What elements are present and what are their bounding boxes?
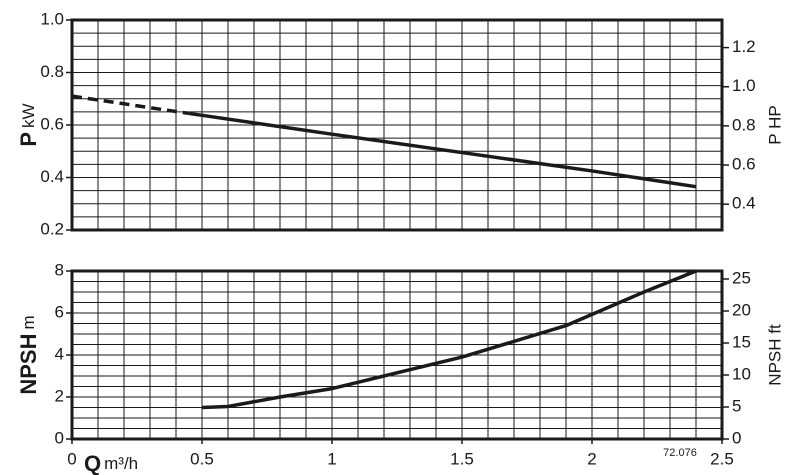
y-tick-label: 1.0: [40, 9, 64, 28]
y-axis-symbol: NPSH: [16, 334, 41, 395]
y-tick-label: 6: [55, 302, 64, 321]
y2-tick-label: 0.4: [732, 194, 756, 213]
y-axis-unit: m: [19, 315, 38, 329]
y-tick-label: 0.4: [40, 167, 64, 186]
annotation: 72.076: [663, 447, 697, 459]
y2-tick-label: 25: [732, 268, 751, 287]
y2-tick-label: 0: [732, 428, 741, 447]
y2-tick-label: 1.2: [732, 37, 756, 56]
y2-axis-label: P HP: [765, 105, 784, 144]
y2-tick-label: 1.0: [732, 76, 756, 95]
y-axis-label: PkW: [16, 103, 41, 146]
x-axis-unit: m³/h: [104, 454, 138, 473]
data-line: [188, 111, 697, 189]
x-tick-label: 0.5: [190, 449, 214, 468]
data-line: [201, 269, 697, 410]
y-tick-label: 0: [55, 428, 64, 447]
y2-tick-label: 5: [732, 396, 741, 415]
y2-axis-label: NPSH ft: [765, 324, 784, 386]
y-axis-label: NPSH m: [16, 315, 41, 394]
y-tick-label: 2: [55, 386, 64, 405]
x-tick-label: 2: [587, 449, 596, 468]
y-axis-symbol: P: [16, 132, 41, 147]
y2-tick-label: 15: [732, 332, 751, 351]
x-tick-label: 2.5: [710, 449, 734, 468]
y2-tick-label: 20: [732, 300, 751, 319]
y-tick-label: 0.6: [40, 114, 64, 133]
y2-tick-label: 0.6: [732, 155, 756, 174]
y2-tick-label: 0.8: [732, 115, 756, 134]
y2-tick-label: 10: [732, 364, 751, 383]
x-tick-label: 1.5: [450, 449, 474, 468]
y-tick-label: 0.8: [40, 62, 64, 81]
y-tick-label: 0.2: [40, 219, 64, 238]
y-tick-label: 8: [55, 260, 64, 279]
x-axis-symbol: Q: [84, 451, 101, 475]
x-tick-label: 1: [327, 449, 336, 468]
data-line: [71, 94, 190, 116]
y-axis-unit: kW: [19, 103, 38, 128]
y-tick-label: 4: [55, 344, 64, 363]
x-tick-label: 0: [67, 449, 76, 468]
